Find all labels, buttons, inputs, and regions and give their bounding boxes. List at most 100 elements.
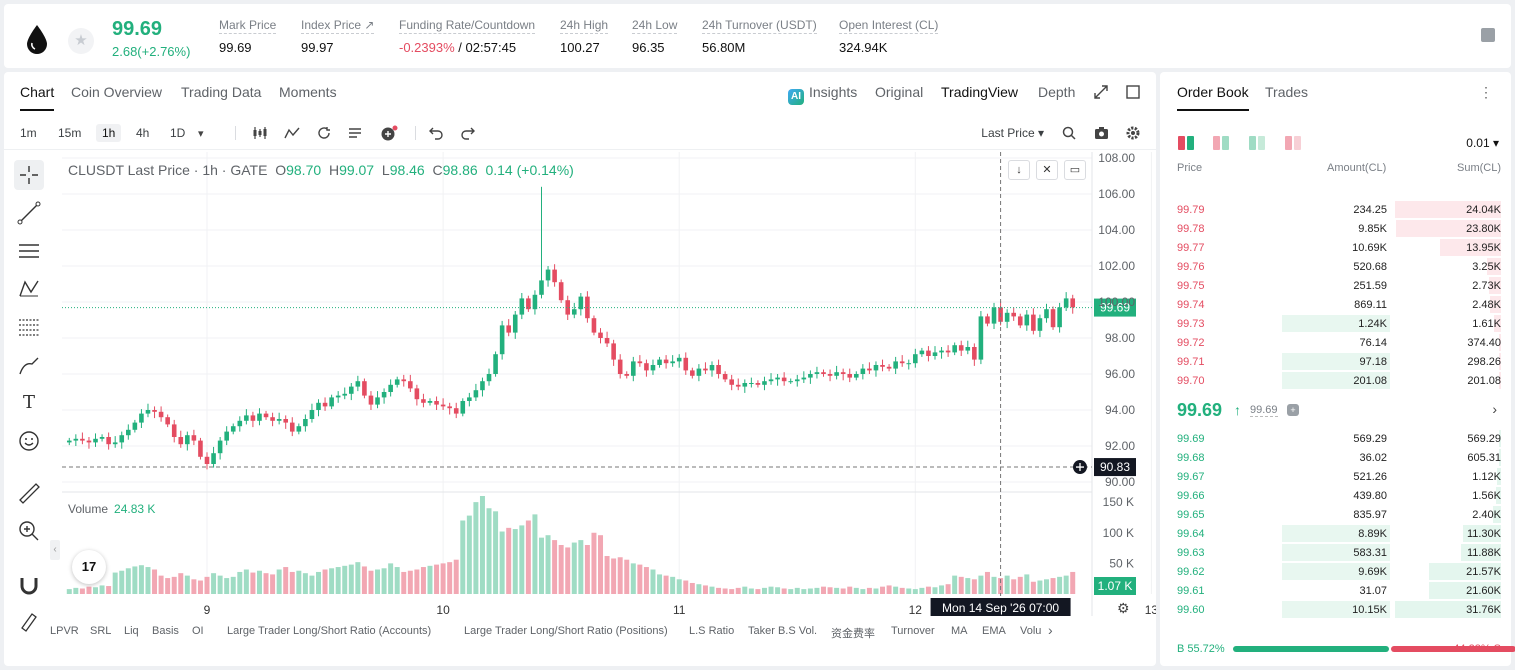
bid-row[interactable]: 99.67 521.26 1.12K bbox=[1160, 467, 1511, 486]
view-tradingview[interactable]: TradingView bbox=[941, 84, 1019, 100]
layout-bids-icon[interactable] bbox=[1249, 136, 1267, 150]
ask-row[interactable]: 99.74 869.11 2.48K bbox=[1160, 295, 1511, 314]
search-icon[interactable] bbox=[1062, 126, 1076, 140]
magnet-tool-icon[interactable] bbox=[14, 570, 44, 600]
bid-row[interactable]: 99.60 10.15K 31.76K bbox=[1160, 600, 1511, 619]
chevron-right-icon[interactable]: › bbox=[1492, 401, 1497, 417]
indicator-taker-vol[interactable]: Taker B.S Vol. bbox=[748, 625, 818, 637]
trendline-tool-icon[interactable] bbox=[14, 198, 44, 228]
candle-type-icon[interactable] bbox=[252, 126, 268, 140]
stat-index-price[interactable]: Index Price ↗ 99.97 bbox=[301, 18, 375, 55]
shield-icon[interactable]: + bbox=[1287, 404, 1299, 416]
tab-coin-overview[interactable]: Coin Overview bbox=[71, 84, 163, 100]
collapse-toolbar-icon[interactable]: ‹ bbox=[50, 540, 60, 560]
ask-row[interactable]: 99.76 520.68 3.25K bbox=[1160, 257, 1511, 276]
indicator-turnover[interactable]: Turnover bbox=[891, 625, 935, 637]
undo-icon[interactable] bbox=[428, 126, 444, 140]
tradingview-logo-icon[interactable]: 17 bbox=[72, 550, 106, 584]
ask-row[interactable]: 99.72 76.14 374.40 bbox=[1160, 333, 1511, 352]
bid-row[interactable]: 99.69 569.29 569.29 bbox=[1160, 429, 1511, 448]
add-alert-icon[interactable] bbox=[380, 125, 398, 141]
tab-order-book[interactable]: Order Book bbox=[1177, 84, 1249, 111]
view-insights[interactable]: AI Insights bbox=[788, 84, 857, 105]
expand-icon[interactable] bbox=[1094, 85, 1108, 99]
emoji-tool-icon[interactable] bbox=[14, 426, 44, 456]
ask-row[interactable]: 99.79 234.25 24.04K bbox=[1160, 200, 1511, 219]
ask-row[interactable]: 99.71 97.18 298.26 bbox=[1160, 352, 1511, 371]
view-depth[interactable]: Depth bbox=[1038, 84, 1076, 100]
indicator-ema[interactable]: EMA bbox=[982, 625, 1006, 637]
indicators-icon[interactable] bbox=[284, 126, 300, 140]
ask-row[interactable]: 99.73 1.24K 1.61K bbox=[1160, 314, 1511, 333]
timeframe-dropdown-icon[interactable]: ▾ bbox=[198, 128, 204, 140]
bid-row[interactable]: 99.61 31.07 21.60K bbox=[1160, 581, 1511, 600]
layout-asks-icon[interactable] bbox=[1285, 136, 1303, 150]
ask-row[interactable]: 99.70 201.08 201.08 bbox=[1160, 371, 1511, 390]
view-original[interactable]: Original bbox=[875, 84, 924, 100]
maximize-pane-icon[interactable]: ▭ bbox=[1064, 160, 1086, 180]
indicator-ma[interactable]: MA bbox=[951, 625, 968, 637]
precision-select[interactable]: 0.01 ▾ bbox=[1466, 136, 1499, 150]
tab-trades[interactable]: Trades bbox=[1265, 84, 1309, 100]
timeframe-1d[interactable]: 1D bbox=[170, 126, 186, 140]
price-type-select[interactable]: Last Price ▾ bbox=[981, 126, 1044, 140]
timeframe-4h[interactable]: 4h bbox=[136, 126, 150, 140]
lock-drawing-icon[interactable] bbox=[14, 606, 44, 636]
bid-row[interactable]: 99.62 9.69K 21.57K bbox=[1160, 562, 1511, 581]
tab-trading-data[interactable]: Trading Data bbox=[181, 84, 262, 100]
more-vertical-icon[interactable]: ⋮ bbox=[1479, 84, 1493, 100]
external-link-icon[interactable]: ↗ bbox=[364, 18, 375, 32]
bid-row[interactable]: 99.66 439.80 1.56K bbox=[1160, 486, 1511, 505]
ask-row[interactable]: 99.78 9.85K 23.80K bbox=[1160, 219, 1511, 238]
stat-funding-rate[interactable]: Funding Rate/Countdown -0.2393% / 02:57:… bbox=[399, 18, 536, 55]
bid-row[interactable]: 99.68 36.02 605.31 bbox=[1160, 448, 1511, 467]
timeframe-15m[interactable]: 15m bbox=[58, 126, 82, 140]
price-tick-label: 96.00 bbox=[1105, 367, 1135, 381]
tab-chart[interactable]: Chart bbox=[20, 84, 55, 111]
bid-row[interactable]: 99.64 8.89K 11.30K bbox=[1160, 524, 1511, 543]
candlestick-chart[interactable]: 99.69 90.83 Mon 14 Sep '26 07:00 1.07 K 108… bbox=[4, 152, 1156, 616]
bid-row[interactable]: 99.65 835.97 2.40K bbox=[1160, 505, 1511, 524]
crosshair-tool-icon[interactable] bbox=[14, 160, 44, 190]
redo-icon[interactable] bbox=[460, 126, 476, 140]
fullscreen-icon[interactable] bbox=[1126, 85, 1140, 99]
indicator-ls-positions[interactable]: Large Trader Long/Short Ratio (Positions… bbox=[464, 625, 668, 637]
scroll-down-icon[interactable]: ↓ bbox=[1008, 160, 1030, 180]
ruler-tool-icon[interactable] bbox=[14, 478, 44, 508]
indicator-more-icon[interactable]: › bbox=[1048, 622, 1053, 638]
layout-both-icon[interactable] bbox=[1178, 136, 1196, 150]
horizontal-lines-tool-icon[interactable] bbox=[14, 236, 44, 266]
indicator-funding-rate[interactable]: 资金费率 bbox=[831, 628, 875, 640]
layout-split-icon[interactable] bbox=[1213, 136, 1231, 150]
camera-icon[interactable] bbox=[1094, 126, 1109, 140]
indicator-lpvr[interactable]: LPVR bbox=[50, 625, 79, 637]
indicator-liq[interactable]: Liq bbox=[124, 625, 139, 637]
pattern-tool-icon[interactable] bbox=[14, 274, 44, 304]
replay-icon[interactable] bbox=[317, 126, 331, 140]
tab-moments[interactable]: Moments bbox=[279, 84, 337, 100]
book-icon[interactable] bbox=[1481, 28, 1495, 42]
ask-row[interactable]: 99.75 251.59 2.73K bbox=[1160, 276, 1511, 295]
zoom-tool-icon[interactable] bbox=[14, 516, 44, 546]
brush-tool-icon[interactable] bbox=[14, 350, 44, 380]
templates-icon[interactable] bbox=[348, 126, 364, 140]
stat-open-interest[interactable]: Open Interest (CL) 324.94K bbox=[839, 18, 939, 55]
gear-icon[interactable] bbox=[1126, 126, 1140, 140]
volume-bar bbox=[906, 588, 912, 594]
indicator-ls-ratio[interactable]: L.S Ratio bbox=[689, 625, 735, 637]
indicator-srl[interactable]: SRL bbox=[90, 625, 112, 637]
timeframe-1h[interactable]: 1h bbox=[96, 124, 122, 142]
text-tool-icon[interactable]: T bbox=[22, 392, 35, 413]
indicator-volume[interactable]: Volu bbox=[1020, 625, 1042, 637]
collapse-pane-icon[interactable]: ✕ bbox=[1036, 160, 1058, 180]
ask-row[interactable]: 99.77 10.69K 13.95K bbox=[1160, 238, 1511, 257]
indicator-basis[interactable]: Basis bbox=[152, 625, 179, 637]
axis-settings-icon[interactable]: ⚙ bbox=[1117, 600, 1130, 616]
depth-bar bbox=[1499, 353, 1501, 370]
timeframe-1m[interactable]: 1m bbox=[20, 126, 37, 140]
indicator-ls-accounts[interactable]: Large Trader Long/Short Ratio (Accounts) bbox=[227, 625, 432, 637]
stat-mark-price[interactable]: Mark Price 99.69 bbox=[219, 18, 277, 55]
favorite-star-icon[interactable]: ★ bbox=[68, 28, 94, 54]
bid-row[interactable]: 99.63 583.31 11.88K bbox=[1160, 543, 1511, 562]
indicator-oi[interactable]: OI bbox=[192, 625, 204, 637]
